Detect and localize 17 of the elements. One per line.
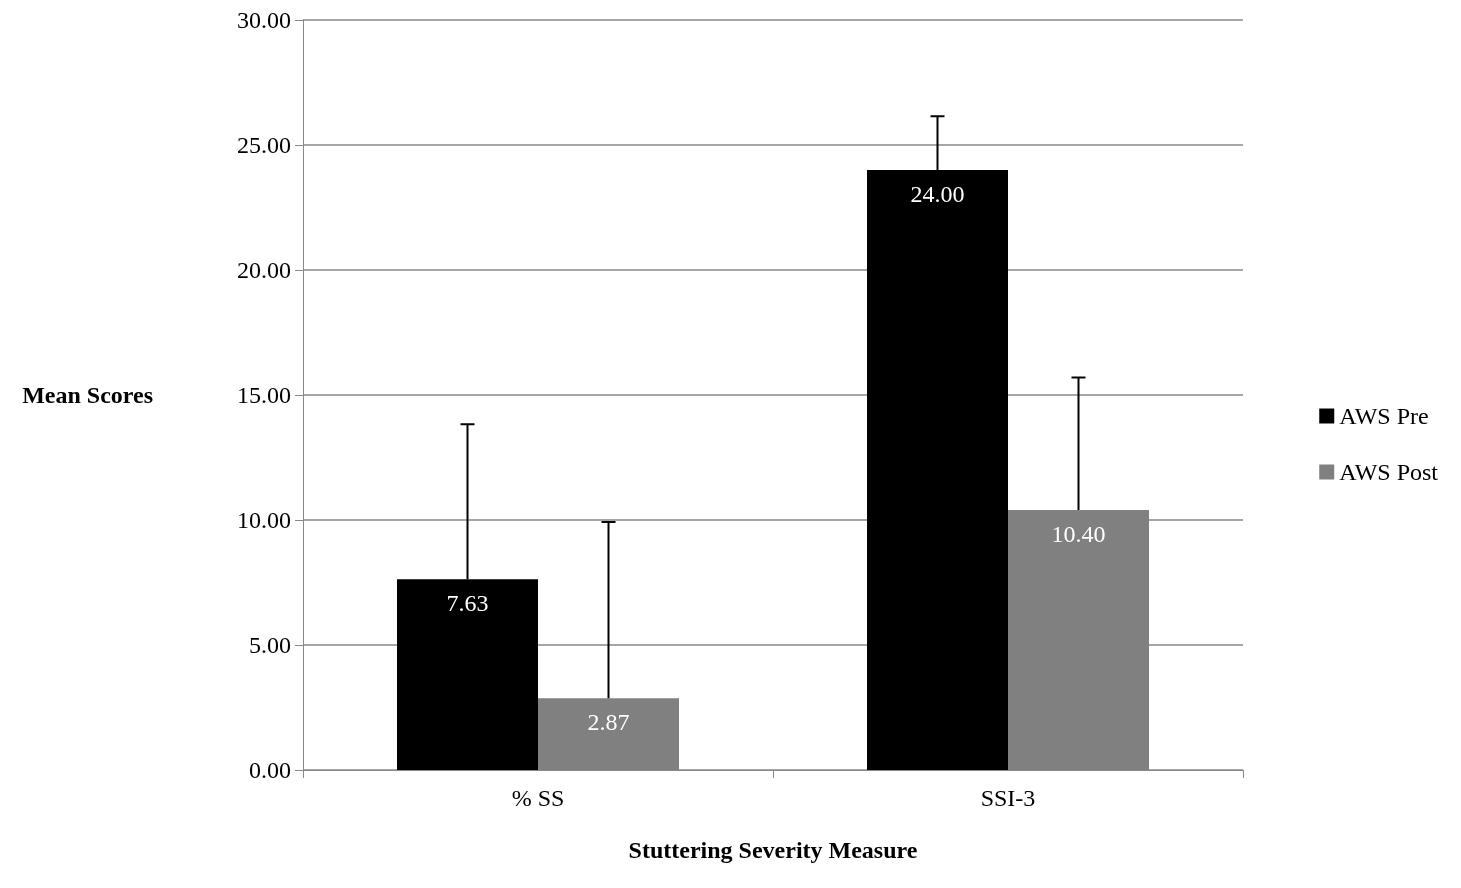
y-tick-label: 0.00	[249, 757, 291, 783]
data-label: 24.00	[910, 181, 965, 207]
y-tick-label: 20.00	[237, 257, 291, 283]
data-label: 7.63	[446, 590, 489, 617]
y-tick-label: 10.00	[237, 507, 291, 533]
y-tick-label: 15.00	[237, 382, 291, 408]
data-label: 10.40	[1051, 521, 1106, 547]
y-tick-label: 5.00	[249, 632, 291, 658]
legend-label: AWS Post	[1339, 459, 1439, 485]
data-label: 2.87	[587, 709, 630, 736]
y-tick-label: 25.00	[237, 132, 291, 158]
x-axis-title: Stuttering Severity Measure	[628, 837, 918, 863]
y-axis-title: Mean Scores	[22, 382, 153, 408]
y-tick-label: 30.00	[237, 7, 291, 33]
x-tick-label: SSI-3	[980, 785, 1036, 811]
legend-label: AWS Pre	[1339, 403, 1429, 429]
x-tick-label: % SS	[511, 785, 565, 811]
